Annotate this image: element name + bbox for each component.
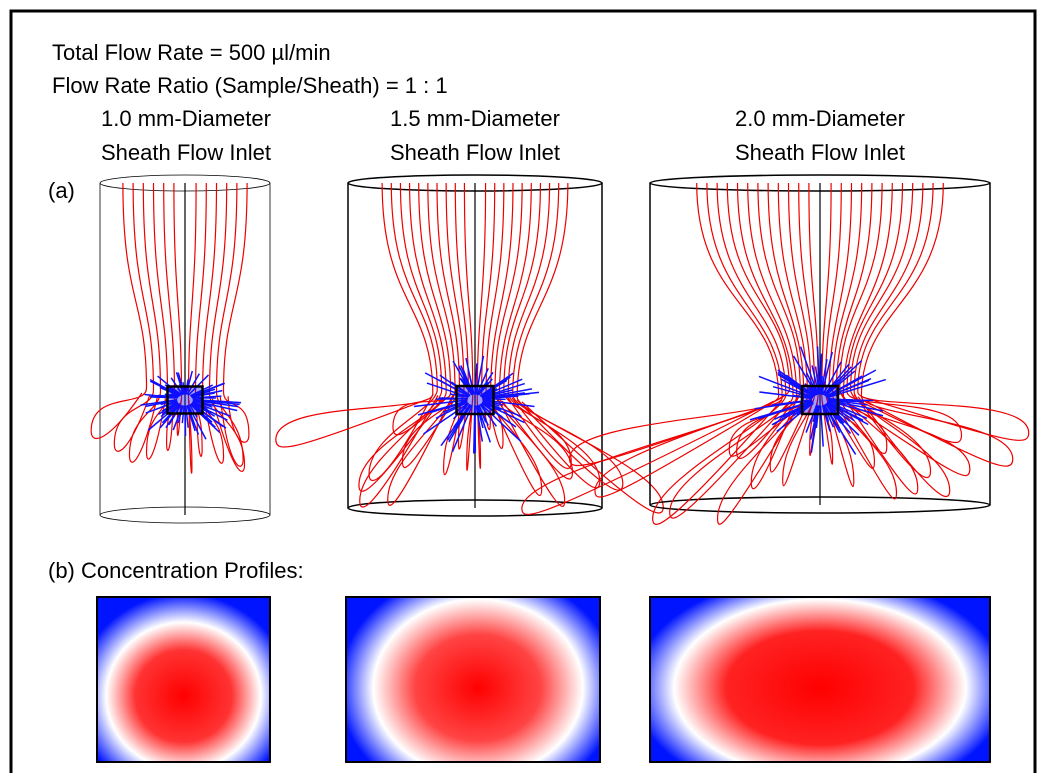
sample-inlet bbox=[168, 387, 203, 414]
streamline bbox=[276, 183, 433, 447]
column-title: 1.5 mm-Diameter bbox=[390, 106, 560, 131]
header-line: Flow Rate Ratio (Sample/Sheath) = 1 : 1 bbox=[52, 73, 448, 98]
streamline-views bbox=[91, 175, 1029, 524]
streamline bbox=[847, 183, 962, 443]
header-line: Total Flow Rate = 500 µl/min bbox=[52, 40, 331, 65]
figure: Total Flow Rate = 500 µl/min Flow Rate R… bbox=[0, 0, 1046, 773]
streamline bbox=[653, 183, 786, 524]
concentration-profile bbox=[97, 597, 270, 762]
streamline bbox=[825, 183, 853, 487]
panel-label: (b) Concentration Profiles: bbox=[48, 558, 304, 583]
column-title: Sheath Flow Inlet bbox=[101, 140, 271, 165]
panel-label: (a) bbox=[48, 178, 75, 203]
streamline bbox=[114, 183, 153, 451]
streamline bbox=[833, 183, 897, 499]
concentration-profile bbox=[346, 597, 600, 762]
column-title: 1.0 mm-Diameter bbox=[101, 106, 271, 131]
column-title: Sheath Flow Inlet bbox=[390, 140, 560, 165]
column-title: Sheath Flow Inlet bbox=[735, 140, 905, 165]
column-title: 2.0 mm-Diameter bbox=[735, 106, 905, 131]
streamline bbox=[858, 183, 1029, 440]
streamline bbox=[495, 183, 565, 506]
sample-inlet bbox=[802, 386, 838, 414]
streamline bbox=[91, 183, 146, 439]
concentration-profile bbox=[650, 597, 990, 762]
streamline bbox=[491, 183, 542, 496]
sample-inlet bbox=[457, 386, 494, 414]
